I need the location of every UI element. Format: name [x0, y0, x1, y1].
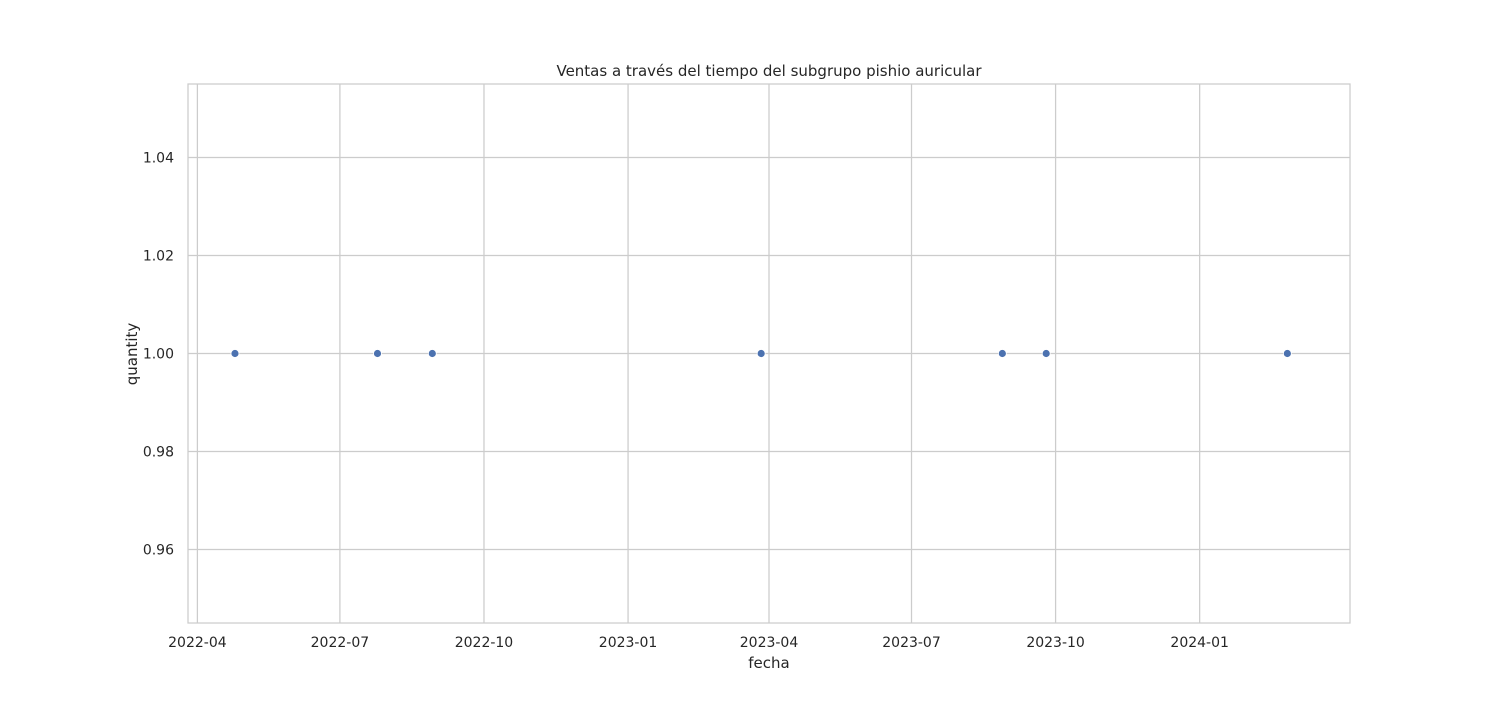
- x-tick-label: 2022-07: [311, 635, 370, 651]
- grid-lines: [188, 84, 1350, 623]
- y-tick-labels: 0.96 0.98 1.00 1.02 1.04: [143, 151, 174, 559]
- x-tick-label: 2022-04: [168, 635, 227, 651]
- data-point: [756, 349, 766, 358]
- data-point: [997, 349, 1007, 358]
- y-tick-label: 0.96: [143, 543, 174, 559]
- data-point: [373, 349, 382, 358]
- x-tick-label: 2023-07: [882, 635, 941, 651]
- x-tick-label: 2024-01: [1170, 635, 1229, 651]
- x-axis-label: fecha: [748, 654, 789, 672]
- data-points: [230, 349, 1292, 358]
- y-tick-label: 1.00: [143, 347, 174, 363]
- y-axis-label: quantity: [123, 323, 141, 386]
- data-point: [1282, 349, 1292, 358]
- x-tick-label: 2022-10: [455, 635, 514, 651]
- y-tick-label: 1.04: [143, 151, 174, 167]
- y-tick-label: 1.02: [143, 249, 174, 265]
- data-point: [230, 349, 240, 358]
- chart-title: Ventas a través del tiempo del subgrupo …: [556, 62, 982, 80]
- x-tick-label: 2023-10: [1026, 635, 1085, 651]
- y-tick-label: 0.98: [143, 445, 174, 461]
- x-tick-label: 2023-01: [599, 635, 658, 651]
- x-tick-label: 2023-04: [740, 635, 799, 651]
- x-tick-labels: 2022-04 2022-07 2022-10 2023-01 2023-04 2023-…: [168, 635, 1229, 651]
- data-point: [427, 349, 437, 358]
- plot-area-frame: [187, 83, 1351, 624]
- data-point: [1041, 349, 1051, 358]
